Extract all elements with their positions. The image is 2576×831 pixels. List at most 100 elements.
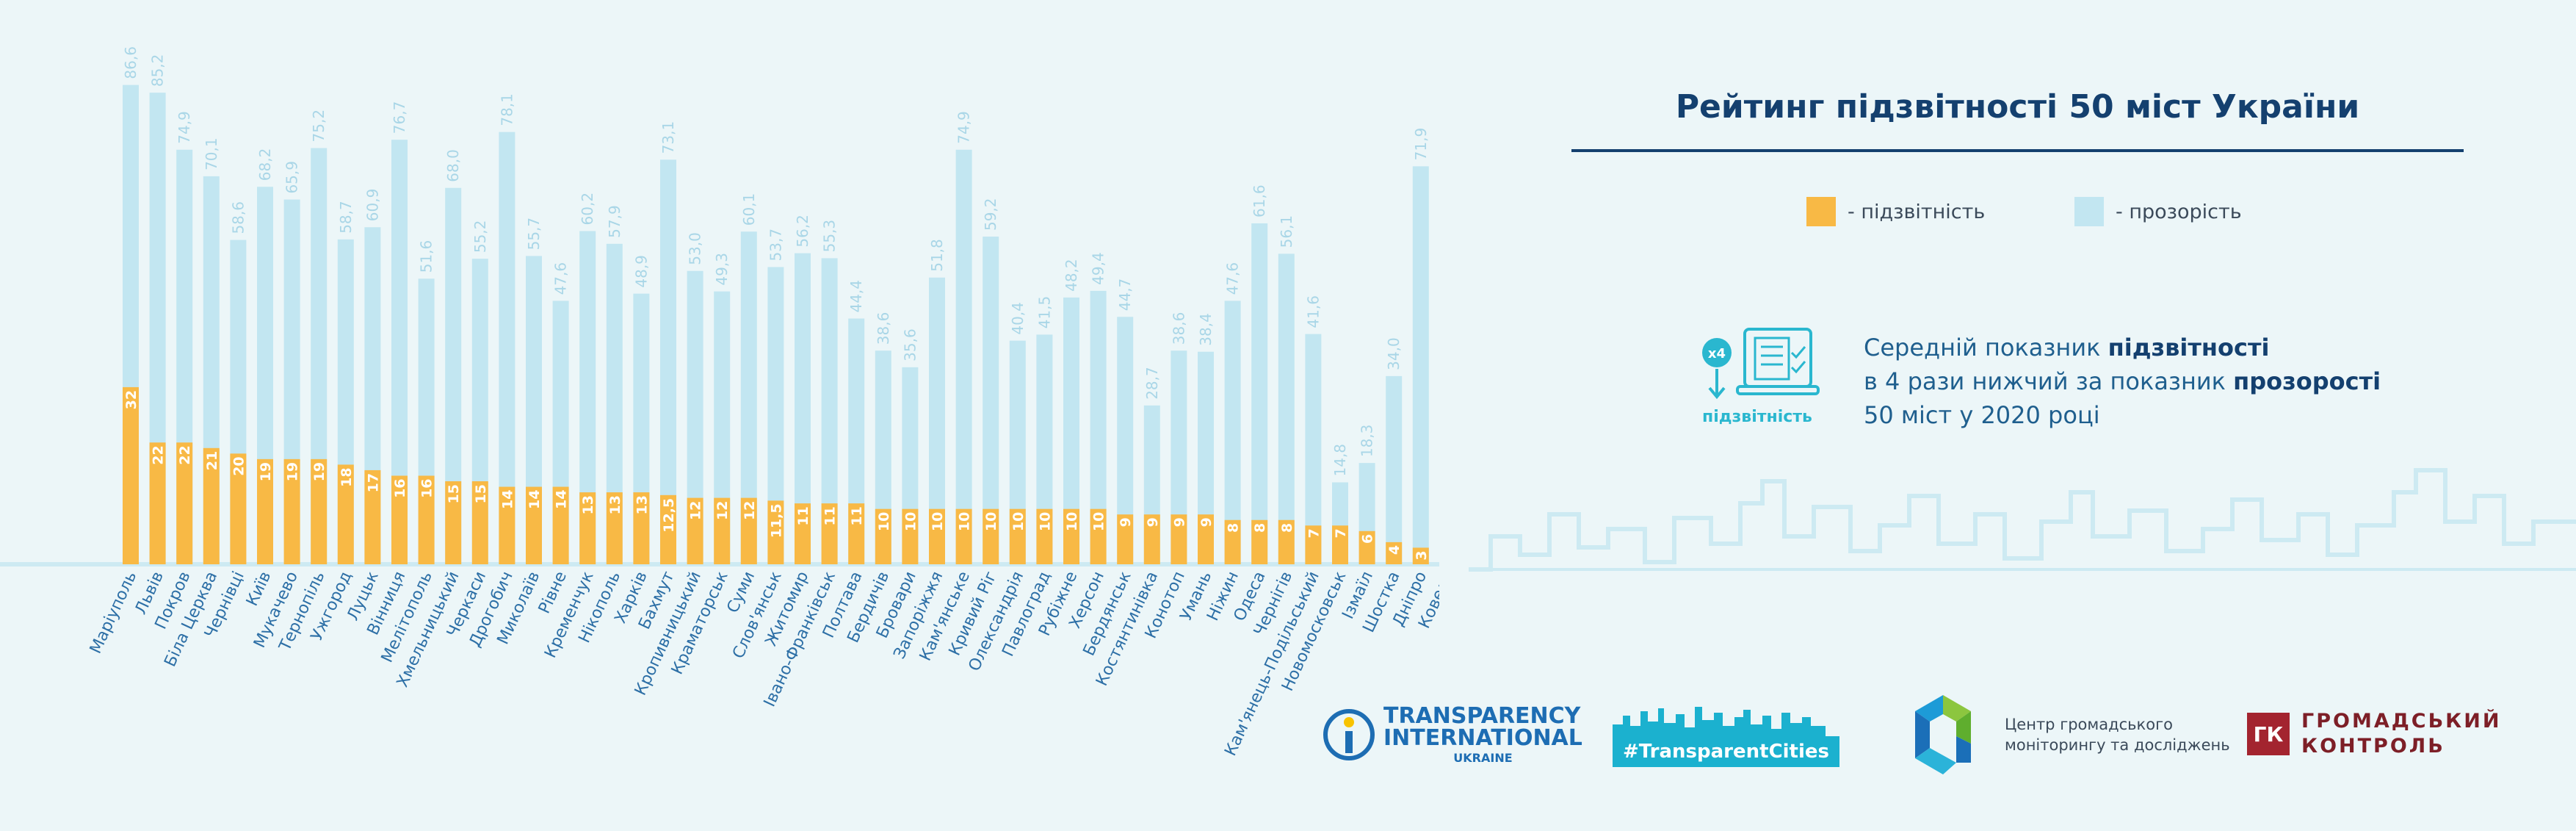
bar-accountability (902, 508, 919, 564)
bar-accountability (821, 503, 838, 564)
bar-accountability (364, 470, 381, 564)
bar-transparency (767, 267, 784, 564)
data-label-accountability: 7 (1333, 528, 1349, 538)
bar-transparency (660, 159, 676, 564)
bar-transparency (848, 318, 865, 564)
bar-accountability (499, 486, 515, 564)
data-label-accountability: 8 (1279, 523, 1295, 533)
cg-wordmark: Центр громадського моніторингу та дослід… (2005, 716, 2230, 754)
legend-accountability: - підзвітність (1806, 197, 1985, 226)
data-label-accountability: 11,5 (768, 503, 784, 538)
bar-transparency (929, 277, 945, 564)
legend-label-transparency: - прозорість (2116, 200, 2242, 223)
legend-label-accountability: - підзвітність (1848, 200, 1986, 223)
summary-line-1: Середній показник підзвітності (1864, 334, 2270, 361)
bar-accountability (283, 458, 300, 564)
data-label-accountability: 4 (1386, 545, 1403, 555)
data-label-accountability: 15 (446, 484, 462, 503)
data-label-accountability: 11 (822, 506, 839, 525)
data-label-transparency: 51,8 (928, 239, 946, 272)
data-label-transparency: 53,0 (687, 232, 704, 265)
data-label-accountability: 10 (1010, 512, 1027, 531)
bar-accountability (740, 497, 757, 564)
data-label-accountability: 19 (258, 462, 274, 481)
legend-transparency: - прозорість (2074, 197, 2242, 226)
data-label-transparency: 51,6 (418, 240, 435, 273)
data-label-accountability: 15 (473, 484, 489, 503)
data-label-accountability: 10 (1091, 512, 1107, 531)
data-label-transparency: 71,9 (1412, 128, 1430, 161)
bar-accountability (203, 447, 220, 564)
data-label-transparency: 35,6 (901, 328, 919, 361)
bar-accountability (1009, 508, 1026, 564)
bar-accountability (418, 475, 435, 564)
bar-transparency (579, 231, 596, 564)
data-label-transparency: 58,7 (337, 201, 355, 234)
logo-gromadskyi-kontrol: ГК ГРОМАДСЬКИЙ КОНТРОЛЬ (2247, 709, 2501, 759)
data-label-accountability: 14 (527, 490, 543, 509)
data-label-transparency: 65,9 (283, 161, 301, 194)
bar-accountability (230, 453, 247, 564)
data-label-transparency: 56,1 (1278, 215, 1295, 248)
data-label-accountability: 14 (499, 490, 515, 509)
bar-accountability (1171, 514, 1187, 564)
data-label-accountability: 16 (392, 478, 408, 497)
data-label-accountability: 6 (1360, 534, 1376, 544)
data-label-accountability: 21 (204, 451, 220, 470)
data-label-transparency: 34,0 (1385, 337, 1403, 370)
data-label-accountability: 13 (580, 495, 596, 514)
bar-accountability (714, 497, 731, 564)
bar-transparency (499, 132, 515, 564)
data-label-accountability: 11 (849, 506, 865, 525)
bar-accountability (391, 475, 408, 564)
gk-mark: ГК (2247, 713, 2290, 755)
data-label-transparency: 47,6 (1224, 262, 1242, 295)
data-label-transparency: 18,3 (1358, 425, 1376, 458)
bar-accountability (1251, 519, 1268, 564)
bar-accountability (983, 508, 999, 564)
bar-accountability (1412, 547, 1429, 564)
data-label-transparency: 38,6 (875, 312, 892, 345)
icon-caption: підзвітність (1702, 408, 1812, 426)
bar-accountability (848, 503, 865, 564)
data-label-accountability: 16 (419, 478, 435, 497)
data-label-transparency: 70,1 (203, 137, 220, 170)
data-label-transparency: 60,2 (579, 193, 596, 226)
data-label-transparency: 60,9 (363, 189, 381, 222)
bar-transparency (1009, 340, 1026, 564)
data-label-accountability: 8 (1252, 523, 1268, 533)
skyline-decoration (1469, 468, 2576, 572)
bar-transparency (795, 253, 811, 564)
bar-accountability (445, 481, 462, 564)
bar-accountability (633, 492, 650, 564)
data-label-transparency: 47,6 (552, 262, 570, 295)
data-label-accountability: 9 (1198, 517, 1215, 527)
data-label-accountability: 12 (688, 501, 704, 520)
bar-transparency (1063, 297, 1079, 564)
data-label-accountability: 13 (607, 495, 623, 514)
data-label-transparency: 55,3 (821, 220, 839, 253)
city-skyline-icon (1613, 707, 1826, 736)
data-label-transparency: 14,8 (1331, 444, 1349, 477)
data-label-transparency: 68,2 (256, 148, 274, 181)
accountability-icon: x4 (1696, 323, 1821, 426)
title-divider (1571, 149, 2464, 152)
tc-label: #TransparentCities (1613, 736, 1840, 767)
bar-accountability (526, 486, 542, 564)
data-label-transparency: 41,5 (1035, 296, 1053, 329)
data-label-transparency: 59,2 (982, 198, 999, 231)
bar-transparency (1036, 334, 1053, 564)
data-label-transparency: 44,4 (847, 280, 865, 313)
data-label-transparency: 53,7 (767, 229, 784, 262)
bar-accountability (955, 508, 972, 564)
data-label-accountability: 22 (151, 445, 167, 464)
bar-accountability (1090, 508, 1107, 564)
data-label-accountability: 12 (742, 501, 758, 520)
data-label-accountability: 10 (983, 512, 999, 531)
data-label-accountability: 18 (339, 467, 355, 486)
data-label-accountability: 17 (365, 473, 381, 492)
data-label-accountability: 11 (795, 506, 811, 525)
data-label-accountability: 20 (231, 456, 247, 475)
bar-accountability (1036, 508, 1053, 564)
